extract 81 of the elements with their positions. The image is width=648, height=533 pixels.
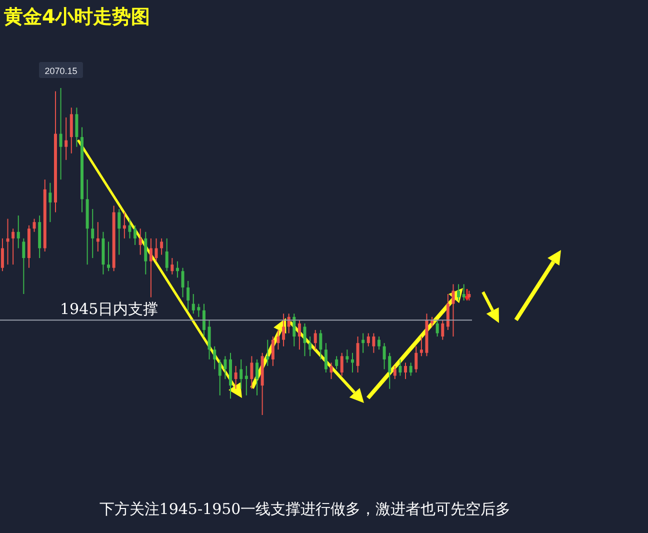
candlestick xyxy=(244,365,248,396)
candlestick xyxy=(224,356,227,380)
candlestick xyxy=(48,182,52,223)
candlestick xyxy=(452,284,455,338)
text: 下方关注1945-1950一线支撑进行做多，激进者也可先空后多 xyxy=(98,500,512,519)
candlestick xyxy=(346,349,349,364)
candlestick xyxy=(138,228,142,256)
candlestick xyxy=(362,332,365,354)
candlestick xyxy=(122,212,126,239)
candlestick xyxy=(197,303,200,318)
ref-line-label: 1945日内支撑 xyxy=(60,300,158,318)
candlestick xyxy=(208,320,211,360)
candlestick xyxy=(186,280,190,311)
candlestick xyxy=(160,238,164,256)
candlestick xyxy=(330,362,333,380)
candlestick xyxy=(335,356,338,370)
candlestick xyxy=(75,107,78,148)
chart-title: 黄金4小时走势图 xyxy=(4,5,150,30)
candlestick xyxy=(134,224,137,246)
candlestick xyxy=(356,336,360,373)
candlestick xyxy=(282,313,286,347)
candlestick xyxy=(176,260,179,278)
candlestick xyxy=(398,358,402,376)
candlestick xyxy=(266,339,270,366)
candlestick xyxy=(414,346,418,373)
candlestick xyxy=(107,241,110,272)
candlestick xyxy=(91,208,94,259)
candlestick xyxy=(181,267,184,298)
candlestick xyxy=(382,342,386,370)
candlestick xyxy=(393,365,396,380)
candlestick xyxy=(404,362,408,380)
candlestick xyxy=(70,107,73,154)
candlestick xyxy=(64,116,68,160)
candlestick xyxy=(154,238,158,262)
candlestick xyxy=(436,320,439,338)
candlestick xyxy=(430,316,434,328)
candlestick xyxy=(256,358,259,396)
candlestick xyxy=(128,218,132,239)
candlestick xyxy=(409,362,412,376)
candlestick xyxy=(350,352,354,373)
candlestick xyxy=(340,352,344,376)
candlestick xyxy=(292,313,296,347)
candlestick xyxy=(250,356,254,390)
candlestick xyxy=(240,358,243,390)
candlestick xyxy=(144,231,148,275)
candlestick xyxy=(271,336,274,366)
candlestick xyxy=(213,346,216,370)
candlestick xyxy=(372,332,376,354)
candlestick xyxy=(276,329,280,350)
candlestick xyxy=(441,320,444,340)
candlestick xyxy=(298,320,301,350)
candlestick xyxy=(6,218,10,266)
candlestick xyxy=(12,228,15,266)
candlestick xyxy=(192,294,195,314)
candlestick xyxy=(22,238,26,295)
candlestick xyxy=(314,329,317,350)
candlestick xyxy=(377,336,380,350)
candlestick xyxy=(149,238,152,298)
candlestick xyxy=(165,238,168,272)
candlestick xyxy=(170,258,174,275)
candlestick xyxy=(457,284,460,302)
candlestick xyxy=(462,284,466,302)
candlestick xyxy=(303,322,306,357)
candlestick xyxy=(218,358,222,396)
candlestick xyxy=(420,336,423,357)
candlestick xyxy=(446,294,450,330)
candlestick xyxy=(96,222,100,252)
candlestick xyxy=(468,290,471,302)
candlestick xyxy=(16,215,20,249)
candlestick xyxy=(366,332,370,347)
candlestick xyxy=(32,218,36,232)
candlestick xyxy=(118,208,121,256)
candlestick xyxy=(308,336,312,357)
candlestick xyxy=(324,342,328,373)
candlestick xyxy=(388,352,392,390)
candlestick xyxy=(319,329,322,360)
text: 2070.15 xyxy=(44,66,78,76)
candlestick xyxy=(234,365,238,390)
candlestick xyxy=(59,88,62,180)
candlestick xyxy=(0,238,4,272)
candlestick xyxy=(202,303,206,338)
